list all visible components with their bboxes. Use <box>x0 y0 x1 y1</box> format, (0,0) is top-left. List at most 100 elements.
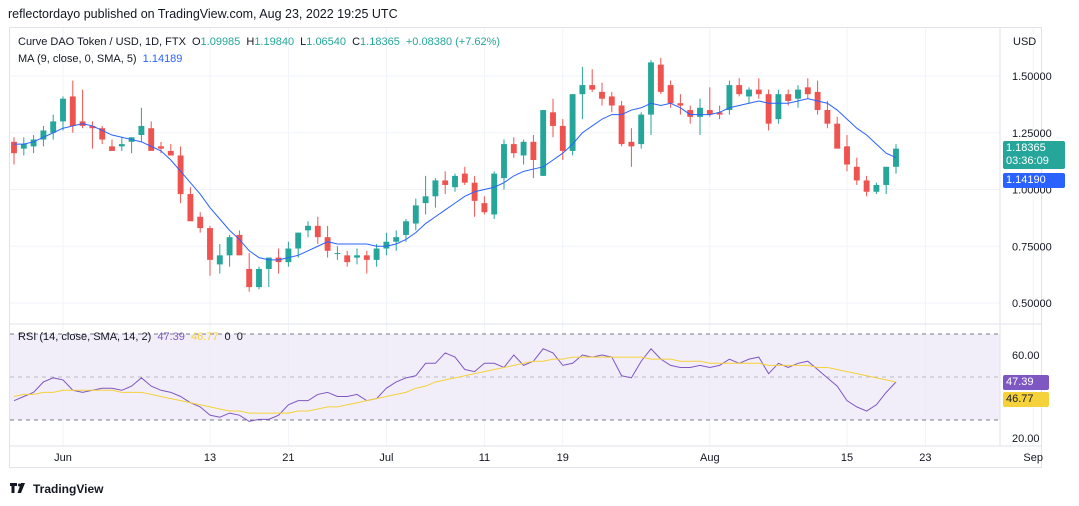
rsi-line <box>13 348 897 422</box>
candle-body <box>383 241 390 249</box>
rsi-axis: 60.00 20.00 <box>1012 350 1040 445</box>
time-tick-label: Sep <box>1023 452 1043 464</box>
candle-body <box>236 234 243 256</box>
candle-body <box>657 64 664 92</box>
candle-body <box>501 144 507 179</box>
price-tick-label: 1.25000 <box>1012 128 1052 140</box>
time-tick-label: 11 <box>479 452 490 464</box>
price-tick-label: 0.75000 <box>1012 241 1052 253</box>
candle-body <box>599 91 605 99</box>
time-tick-label: 15 <box>841 452 853 464</box>
change-value: +0.08380 (+7.62%) <box>405 36 501 48</box>
candle-body <box>314 225 321 238</box>
last-price-badge: 1.18365 03:36:09 <box>1003 141 1065 169</box>
moving-average-line <box>14 98 897 261</box>
candle-body <box>11 141 17 154</box>
candle-body <box>726 85 733 111</box>
time-tick-label: 21 <box>282 452 294 464</box>
candle-body <box>265 257 272 269</box>
rsi-zero-2: 0 <box>236 331 243 343</box>
rsi-ma-value: 46.77 <box>190 331 219 343</box>
low-label: L <box>300 36 307 48</box>
symbol-label: Curve DAO Token / USD, 1D, FTX <box>18 36 186 48</box>
rsi-legend: RSI (14, close, SMA, 14, 2) 47.39 46.77 … <box>18 331 246 343</box>
candle-body <box>873 184 880 192</box>
candle-body <box>412 205 419 224</box>
price-tick-label: 0.50000 <box>1012 298 1052 310</box>
tradingview-brand: TradingView <box>33 482 104 496</box>
rsi-value: 47.39 <box>157 331 185 343</box>
candle-body <box>216 255 223 265</box>
ma-label: MA (9, close, 0, SMA, 5) <box>18 53 137 65</box>
close-value: 1.18365 <box>360 36 400 48</box>
rsi-ma-line <box>13 356 897 414</box>
tradingview-footer[interactable]: TradingView <box>10 482 103 496</box>
price-tick-label: 1.50000 <box>1012 71 1052 83</box>
candle-body <box>608 96 615 106</box>
candle-body <box>461 173 468 183</box>
candle-body <box>344 255 351 263</box>
candle-body <box>667 85 674 104</box>
ma-legend: MA (9, close, 0, SMA, 5) 1.14189 <box>18 53 185 65</box>
currency-label: USD <box>1013 36 1036 48</box>
candle-body <box>30 139 37 147</box>
candle-body <box>99 128 106 140</box>
time-tick-label: 19 <box>557 452 569 464</box>
candle-body <box>246 268 253 288</box>
high-value: 1.19840 <box>254 36 295 48</box>
candle-body <box>324 237 331 251</box>
time-tick-label: 13 <box>204 452 216 464</box>
candle-body <box>285 248 292 263</box>
candle-body <box>363 255 370 260</box>
time-tick-label: Jun <box>54 452 72 464</box>
rsi-ma-badge: 46.77 <box>1003 392 1049 407</box>
rsi-tick-label: 20.00 <box>1012 433 1040 445</box>
candle-body <box>207 228 213 260</box>
candle-body <box>60 98 66 122</box>
open-value: 1.09985 <box>200 36 241 48</box>
candle-body <box>481 203 488 213</box>
candle-body <box>40 130 47 140</box>
candle-body <box>510 144 517 154</box>
low-value: 1.06540 <box>306 36 347 48</box>
candle-body <box>89 125 96 129</box>
time-tick-label: Jul <box>379 452 393 464</box>
chart-frame <box>9 27 1042 468</box>
candle-body <box>530 141 537 160</box>
candlestick-series <box>11 57 899 292</box>
candle-body <box>589 85 596 90</box>
candle-body <box>422 196 429 204</box>
candle-body <box>197 216 204 229</box>
close-label: C <box>352 36 361 48</box>
candle-body <box>442 180 449 185</box>
candle-body <box>452 175 458 188</box>
candle-body <box>491 173 498 215</box>
rsi-label: RSI (14, close, SMA, 14, 2) <box>18 331 152 343</box>
time-tick-label: 23 <box>919 452 931 464</box>
candle-body <box>177 155 184 195</box>
candle-body <box>579 85 586 95</box>
candle-body <box>697 107 703 117</box>
candle-body <box>403 221 409 235</box>
candle-body <box>765 94 772 124</box>
candle-body <box>824 110 831 124</box>
candle-body <box>648 62 654 115</box>
candle-body <box>795 89 801 99</box>
candle-body <box>775 94 782 120</box>
candle-body <box>432 180 439 197</box>
candle-body <box>677 103 684 106</box>
candle-body <box>804 87 811 95</box>
candle-body <box>20 144 27 149</box>
candle-body <box>50 121 57 133</box>
ma-value: 1.14189 <box>142 53 183 65</box>
candle-body <box>844 146 850 165</box>
candle-body <box>148 128 155 151</box>
rsi-badge: 47.39 <box>1003 375 1049 390</box>
time-axis: Jun 13 21 Jul 11 19 Aug 15 23 Sep <box>54 452 1043 464</box>
candle-body <box>158 146 164 149</box>
candle-body <box>618 105 625 145</box>
candle-body <box>295 232 302 249</box>
candle-body <box>373 248 380 260</box>
candle-body <box>716 112 723 115</box>
